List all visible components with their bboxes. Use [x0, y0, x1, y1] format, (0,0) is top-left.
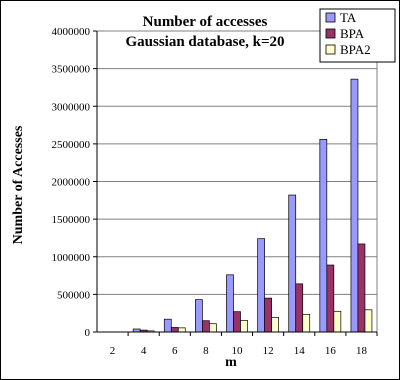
y-tick-labels: 0 500000 1000000 1500000 2000000 2500000 30000…	[52, 26, 91, 339]
x-tick-label: 12	[263, 345, 274, 357]
x-tick-label: 16	[325, 345, 337, 357]
x-tick-label: 2	[110, 345, 116, 357]
bar-bpa	[233, 311, 241, 333]
x-tick-label: 10	[232, 345, 244, 357]
chart-subtitle: Gaussian database, k=20	[125, 34, 284, 50]
bar-ta	[257, 238, 265, 333]
bar-bpa	[264, 297, 272, 333]
legend-swatch-bpa2	[325, 44, 336, 55]
y-tick-label: 3000000	[52, 101, 91, 113]
legend-swatch-ta	[325, 12, 336, 23]
bars	[96, 31, 377, 333]
x-tick-label: 8	[203, 345, 209, 357]
bar-bpa2	[271, 316, 279, 333]
x-tick-labels: 2 4 6 8 10 12 14 16 18	[110, 332, 378, 357]
legend-label-bpa: BPA	[340, 26, 365, 41]
y-tick-label: 4000000	[52, 26, 91, 38]
y-tick-label: 500000	[57, 289, 91, 301]
bar-ta	[195, 299, 203, 333]
bar-ta	[226, 274, 234, 333]
bar-bpa	[170, 327, 179, 333]
legend-swatch-bpa	[325, 28, 336, 39]
y-tick-label: 1000000	[52, 252, 91, 264]
chart-title: Number of accesses	[143, 14, 268, 30]
y-tick-label: 0	[85, 327, 91, 339]
bar-bpa	[202, 320, 210, 333]
bar-ta	[163, 318, 172, 333]
bar-ta	[288, 194, 297, 333]
bar-bpa	[357, 243, 366, 333]
bar-ta	[350, 78, 359, 333]
x-axis-label: m	[225, 355, 237, 370]
y-axis-label: Number of Accesses	[11, 125, 26, 244]
bar-ta	[319, 139, 328, 333]
bar-bpa2	[333, 310, 342, 333]
y-tick-label: 2000000	[52, 177, 91, 189]
bar-bpa2	[209, 323, 217, 333]
x-tick-label: 4	[141, 345, 147, 357]
bar-bpa2	[177, 327, 186, 333]
bar-bpa2	[302, 313, 311, 333]
legend-label-bpa2: BPA2	[340, 42, 371, 57]
y-tick-label: 1500000	[52, 214, 91, 226]
x-tick-label: 14	[294, 345, 306, 357]
bar-bpa2	[364, 309, 373, 333]
bar-bpa2	[240, 319, 248, 333]
legend-label-ta: TA	[340, 10, 357, 25]
bar-bpa	[326, 264, 335, 333]
x-tick-label: 18	[356, 345, 368, 357]
bar-bpa	[295, 283, 304, 333]
y-tick-label: 2500000	[52, 139, 91, 151]
x-tick-label: 6	[172, 345, 178, 357]
y-tick-label: 3500000	[52, 64, 91, 76]
